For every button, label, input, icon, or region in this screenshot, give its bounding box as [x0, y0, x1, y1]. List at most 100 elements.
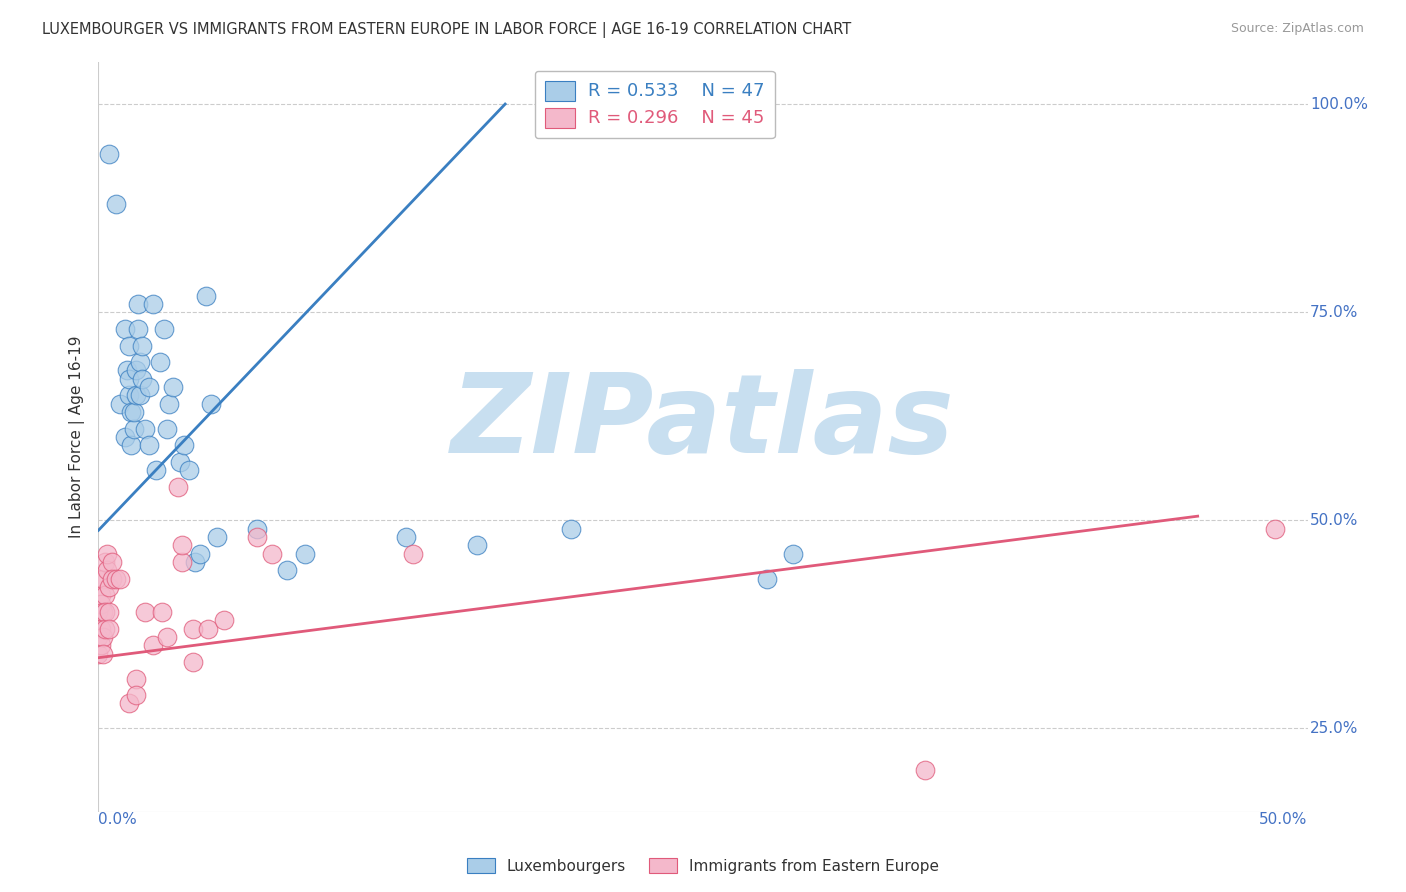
Point — [181, 655, 204, 669]
Point — [100, 555, 122, 569]
Point — [294, 547, 316, 561]
Point — [395, 530, 418, 544]
Point — [782, 547, 804, 561]
Text: 50.0%: 50.0% — [1260, 812, 1308, 827]
Point — [723, 97, 745, 112]
Point — [402, 547, 425, 561]
Point — [90, 597, 112, 611]
Point — [465, 538, 488, 552]
Point — [90, 588, 112, 602]
Point — [91, 605, 114, 619]
Point — [162, 380, 184, 394]
Point — [105, 197, 128, 211]
Point — [87, 630, 110, 644]
Point — [212, 613, 235, 627]
Text: 100.0%: 100.0% — [1310, 96, 1368, 112]
Point — [149, 355, 172, 369]
Point — [120, 405, 142, 419]
Point — [134, 605, 156, 619]
Text: 25.0%: 25.0% — [1310, 721, 1358, 736]
Point — [127, 322, 149, 336]
Point — [118, 372, 141, 386]
Point — [125, 688, 148, 702]
Point — [90, 622, 112, 636]
Point — [120, 438, 142, 452]
Point — [188, 547, 211, 561]
Point — [122, 405, 145, 419]
Point — [246, 522, 269, 536]
Point — [197, 622, 219, 636]
Point — [155, 630, 177, 644]
Point — [118, 697, 141, 711]
Point — [94, 605, 117, 619]
Point — [129, 388, 152, 402]
Point — [205, 530, 228, 544]
Point — [110, 572, 132, 586]
Point — [184, 555, 207, 569]
Point — [138, 380, 160, 394]
Point — [142, 297, 165, 311]
Legend: R = 0.533    N = 47, R = 0.296    N = 45: R = 0.533 N = 47, R = 0.296 N = 45 — [534, 70, 775, 138]
Point — [98, 605, 121, 619]
Point — [98, 622, 121, 636]
Point — [110, 397, 132, 411]
Point — [155, 422, 177, 436]
Point — [118, 388, 141, 402]
Text: Source: ZipAtlas.com: Source: ZipAtlas.com — [1230, 22, 1364, 36]
Point — [142, 638, 165, 652]
Point — [114, 322, 136, 336]
Point — [157, 397, 180, 411]
Point — [246, 530, 269, 544]
Point — [145, 463, 167, 477]
Point — [98, 580, 121, 594]
Point — [195, 288, 218, 302]
Point — [560, 522, 582, 536]
Point — [91, 630, 114, 644]
Point — [134, 422, 156, 436]
Point — [173, 438, 195, 452]
Point — [114, 430, 136, 444]
Point — [87, 572, 110, 586]
Point — [138, 438, 160, 452]
Point — [129, 355, 152, 369]
Point — [87, 605, 110, 619]
Point — [96, 547, 118, 561]
Point — [177, 463, 200, 477]
Text: 75.0%: 75.0% — [1310, 305, 1358, 319]
Point — [87, 647, 110, 661]
Point — [100, 572, 122, 586]
Point — [755, 572, 778, 586]
Point — [200, 397, 222, 411]
Point — [115, 363, 138, 377]
Legend: Luxembourgers, Immigrants from Eastern Europe: Luxembourgers, Immigrants from Eastern E… — [461, 852, 945, 880]
Point — [181, 622, 204, 636]
Point — [170, 538, 193, 552]
Text: 50.0%: 50.0% — [1310, 513, 1358, 528]
Point — [150, 605, 173, 619]
Text: ZIPatlas: ZIPatlas — [451, 368, 955, 475]
Point — [96, 563, 118, 577]
Y-axis label: In Labor Force | Age 16-19: In Labor Force | Age 16-19 — [69, 335, 84, 539]
Point — [131, 338, 153, 352]
Point — [170, 555, 193, 569]
Point — [169, 455, 191, 469]
Point — [91, 572, 114, 586]
Point — [94, 622, 117, 636]
Point — [276, 563, 298, 577]
Point — [262, 547, 284, 561]
Text: LUXEMBOURGER VS IMMIGRANTS FROM EASTERN EUROPE IN LABOR FORCE | AGE 16-19 CORREL: LUXEMBOURGER VS IMMIGRANTS FROM EASTERN … — [42, 22, 852, 38]
Point — [127, 297, 149, 311]
Point — [98, 147, 121, 161]
Point — [166, 480, 188, 494]
Point — [131, 372, 153, 386]
Point — [122, 422, 145, 436]
Point — [125, 388, 148, 402]
Text: 0.0%: 0.0% — [98, 812, 138, 827]
Point — [105, 572, 128, 586]
Point — [125, 363, 148, 377]
Point — [94, 588, 117, 602]
Point — [125, 672, 148, 686]
Point — [153, 322, 176, 336]
Point — [1264, 522, 1286, 536]
Point — [118, 338, 141, 352]
